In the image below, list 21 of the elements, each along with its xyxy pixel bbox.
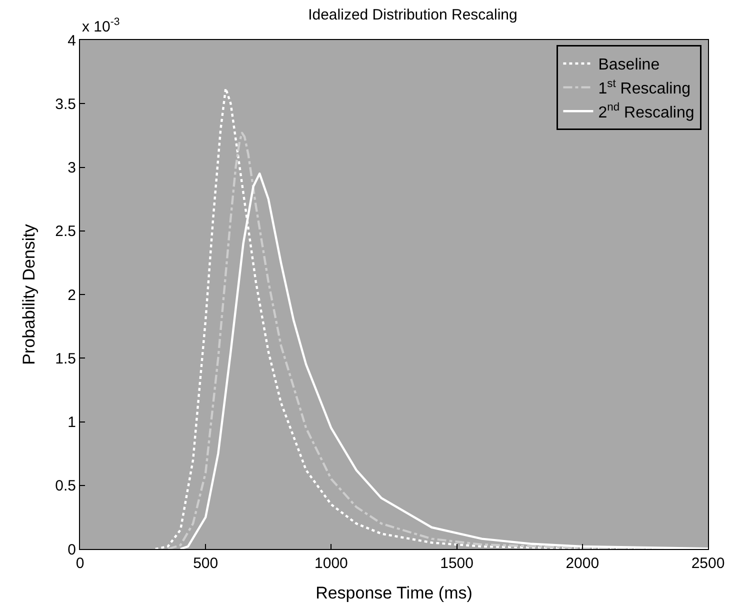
x-tick-label: 500 [193, 555, 218, 572]
y-tick-label: 3 [68, 160, 76, 176]
y-tick-label: 2.5 [55, 223, 76, 240]
legend-label: 2$^{nd}$ Rescaling [598, 102, 694, 122]
y-tick-label: 2 [68, 286, 76, 304]
legend-label: Baseline [598, 56, 660, 74]
y-tick-label: 4 [68, 32, 76, 50]
text: x 10$^{-3}$ [82, 16, 120, 36]
y-tick-label: 3.5 [55, 96, 76, 113]
legend-label: 1$^{st}$ Rescaling [598, 78, 691, 98]
y-axis-title: Probability Density [20, 224, 39, 365]
x-tick-label: 2500 [691, 555, 725, 572]
x-tick-label: 2000 [566, 555, 600, 572]
x-tick-label: 1000 [314, 555, 348, 572]
y-tick-label: 0.5 [55, 478, 76, 495]
x-axis-title: Response Time (ms) [316, 583, 472, 602]
y-tick-label: 1.5 [55, 350, 76, 368]
y-tick-label: 1 [68, 414, 76, 431]
y-tick-label: 0 [68, 541, 76, 558]
x-tick-label: 1500 [440, 555, 474, 572]
chart-title: Idealized Distribution Rescaling [308, 6, 518, 24]
